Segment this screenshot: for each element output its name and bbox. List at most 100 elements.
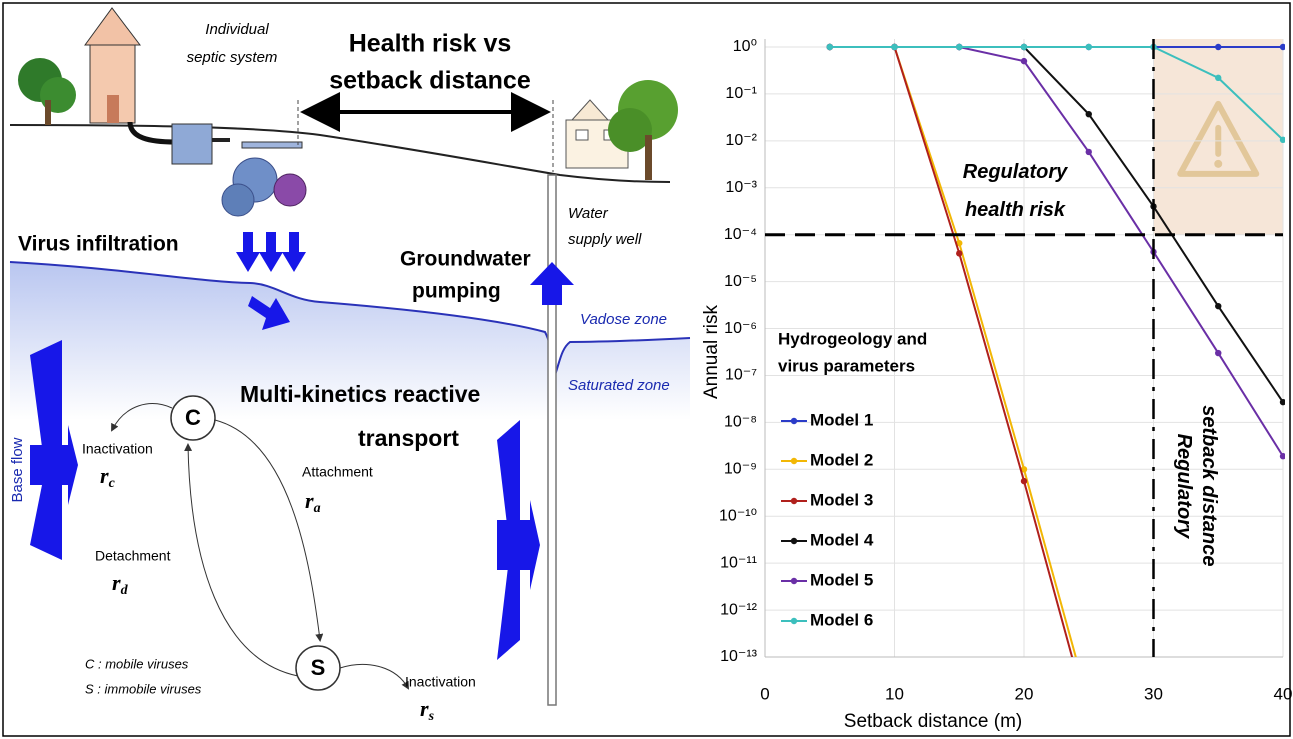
- data-point: [827, 44, 833, 50]
- rate-symbol: rs: [420, 696, 435, 724]
- well-label: Water: [568, 205, 609, 222]
- legend-swatch: [791, 538, 797, 544]
- y-tick-label: 10⁻⁶: [724, 320, 757, 337]
- house-roof: [572, 100, 608, 120]
- diagram-title: setback distance: [329, 67, 531, 95]
- door: [107, 95, 119, 123]
- reference-label: Regulatory: [963, 161, 1068, 183]
- data-point: [1021, 44, 1027, 50]
- infiltration-arrows: [236, 232, 306, 272]
- saturated-label: Saturated zone: [568, 377, 670, 394]
- rate-name: Attachment: [302, 464, 373, 480]
- infiltration-label: Virus infiltration: [18, 233, 179, 256]
- x-axis-label: Setback distance (m): [844, 711, 1022, 732]
- data-point: [1215, 303, 1221, 309]
- legend-swatch: [791, 578, 797, 584]
- data-point: [1280, 137, 1286, 143]
- data-point: [1086, 149, 1092, 155]
- window: [576, 130, 588, 140]
- data-point: [1021, 478, 1027, 484]
- legend-swatch: [791, 418, 797, 424]
- base-flow-label: Base flow: [9, 437, 26, 502]
- septic-tank: [172, 124, 212, 164]
- legend-title: Hydrogeology and: [778, 329, 927, 348]
- warning-icon: [1214, 160, 1222, 168]
- legend-label: Model 1: [810, 410, 873, 429]
- data-point: [1280, 453, 1286, 459]
- reaction-arrow: [215, 420, 320, 640]
- note: C : mobile viruses: [85, 656, 189, 671]
- reference-label: Regulatory: [1173, 434, 1195, 539]
- data-point: [956, 44, 962, 50]
- data-point: [1086, 44, 1092, 50]
- y-tick-label: 10⁻⁷: [725, 367, 757, 384]
- legend-label: Model 2: [810, 450, 873, 469]
- x-tick-label: 10: [885, 684, 904, 703]
- y-tick-label: 10⁻¹: [725, 85, 757, 102]
- y-tick-label: 10⁻¹¹: [720, 554, 757, 571]
- legend-label: Model 4: [810, 530, 874, 549]
- pumping-label: pumping: [412, 280, 501, 303]
- pipe: [212, 138, 230, 142]
- rate-subscript: a: [314, 501, 321, 516]
- data-point: [891, 44, 897, 50]
- rate-name: Inactivation: [405, 674, 476, 690]
- rate-symbol: ra: [305, 488, 321, 516]
- drain-field: [242, 142, 302, 148]
- legend-swatch: [791, 458, 797, 464]
- pumping-arrow: [530, 262, 574, 305]
- well: [548, 175, 556, 705]
- diagram: Health risk vs setback distance Individu…: [9, 8, 690, 724]
- transport-label: Multi-kinetics reactive: [240, 381, 480, 407]
- x-tick-label: 0: [760, 684, 769, 703]
- rate-symbol: rd: [112, 570, 129, 598]
- transport-label: transport: [358, 425, 459, 451]
- y-axis-label: Annual risk: [701, 305, 722, 399]
- x-tick-label: 40: [1274, 684, 1293, 703]
- y-tick-label: 10⁻²: [725, 132, 757, 149]
- diagram-title: Health risk vs: [349, 30, 512, 58]
- reference-label: setback distance: [1198, 405, 1220, 566]
- septic-label: Individual: [205, 21, 269, 38]
- x-tick-label: 30: [1144, 684, 1163, 703]
- vadose-label: Vadose zone: [580, 311, 667, 328]
- rate-subscript: c: [109, 476, 116, 491]
- well-label: supply well: [568, 231, 642, 248]
- legend-label: Model 6: [810, 610, 873, 629]
- tree-trunk: [45, 100, 51, 125]
- tree-trunk: [645, 135, 652, 180]
- house-roof: [85, 8, 140, 45]
- reference-label: health risk: [965, 199, 1066, 221]
- virus: [274, 174, 306, 206]
- data-point: [1086, 701, 1092, 707]
- data-point: [1215, 75, 1221, 81]
- y-tick-label: 10⁻⁹: [724, 461, 757, 478]
- data-point: [1280, 399, 1286, 405]
- y-tick-label: 10⁻¹⁰: [719, 507, 757, 524]
- rate-subscript: s: [428, 709, 435, 724]
- rate-symbol: rc: [100, 463, 116, 491]
- rate-subscript: d: [121, 583, 129, 598]
- septic-label: septic system: [187, 49, 278, 66]
- rate-name: Detachment: [95, 548, 171, 564]
- data-point: [1021, 58, 1027, 64]
- y-tick-label: 10⁻⁴: [724, 226, 757, 243]
- reaction-arrow: [340, 664, 408, 688]
- data-point: [1215, 350, 1221, 356]
- x-tick-label: 20: [1015, 684, 1034, 703]
- node-label: C: [185, 405, 201, 430]
- pumping-label: Groundwater: [400, 248, 531, 271]
- y-tick-label: 10⁻⁵: [724, 273, 757, 290]
- node-label: S: [311, 655, 326, 680]
- y-tick-label: 10⁰: [733, 38, 757, 55]
- data-point: [1280, 44, 1286, 50]
- data-point: [1086, 715, 1092, 721]
- virus: [222, 184, 254, 216]
- y-tick-label: 10⁻¹³: [720, 648, 758, 665]
- y-tick-label: 10⁻⁸: [724, 414, 757, 431]
- y-tick-label: 10⁻³: [725, 179, 757, 196]
- figure: Health risk vs setback distance Individu…: [0, 0, 1293, 739]
- chart: Setback distance (m) Annual risk 10⁰ 10⁻¹…: [701, 38, 1292, 732]
- reaction-arrow: [188, 445, 298, 676]
- legend-swatch: [791, 498, 797, 504]
